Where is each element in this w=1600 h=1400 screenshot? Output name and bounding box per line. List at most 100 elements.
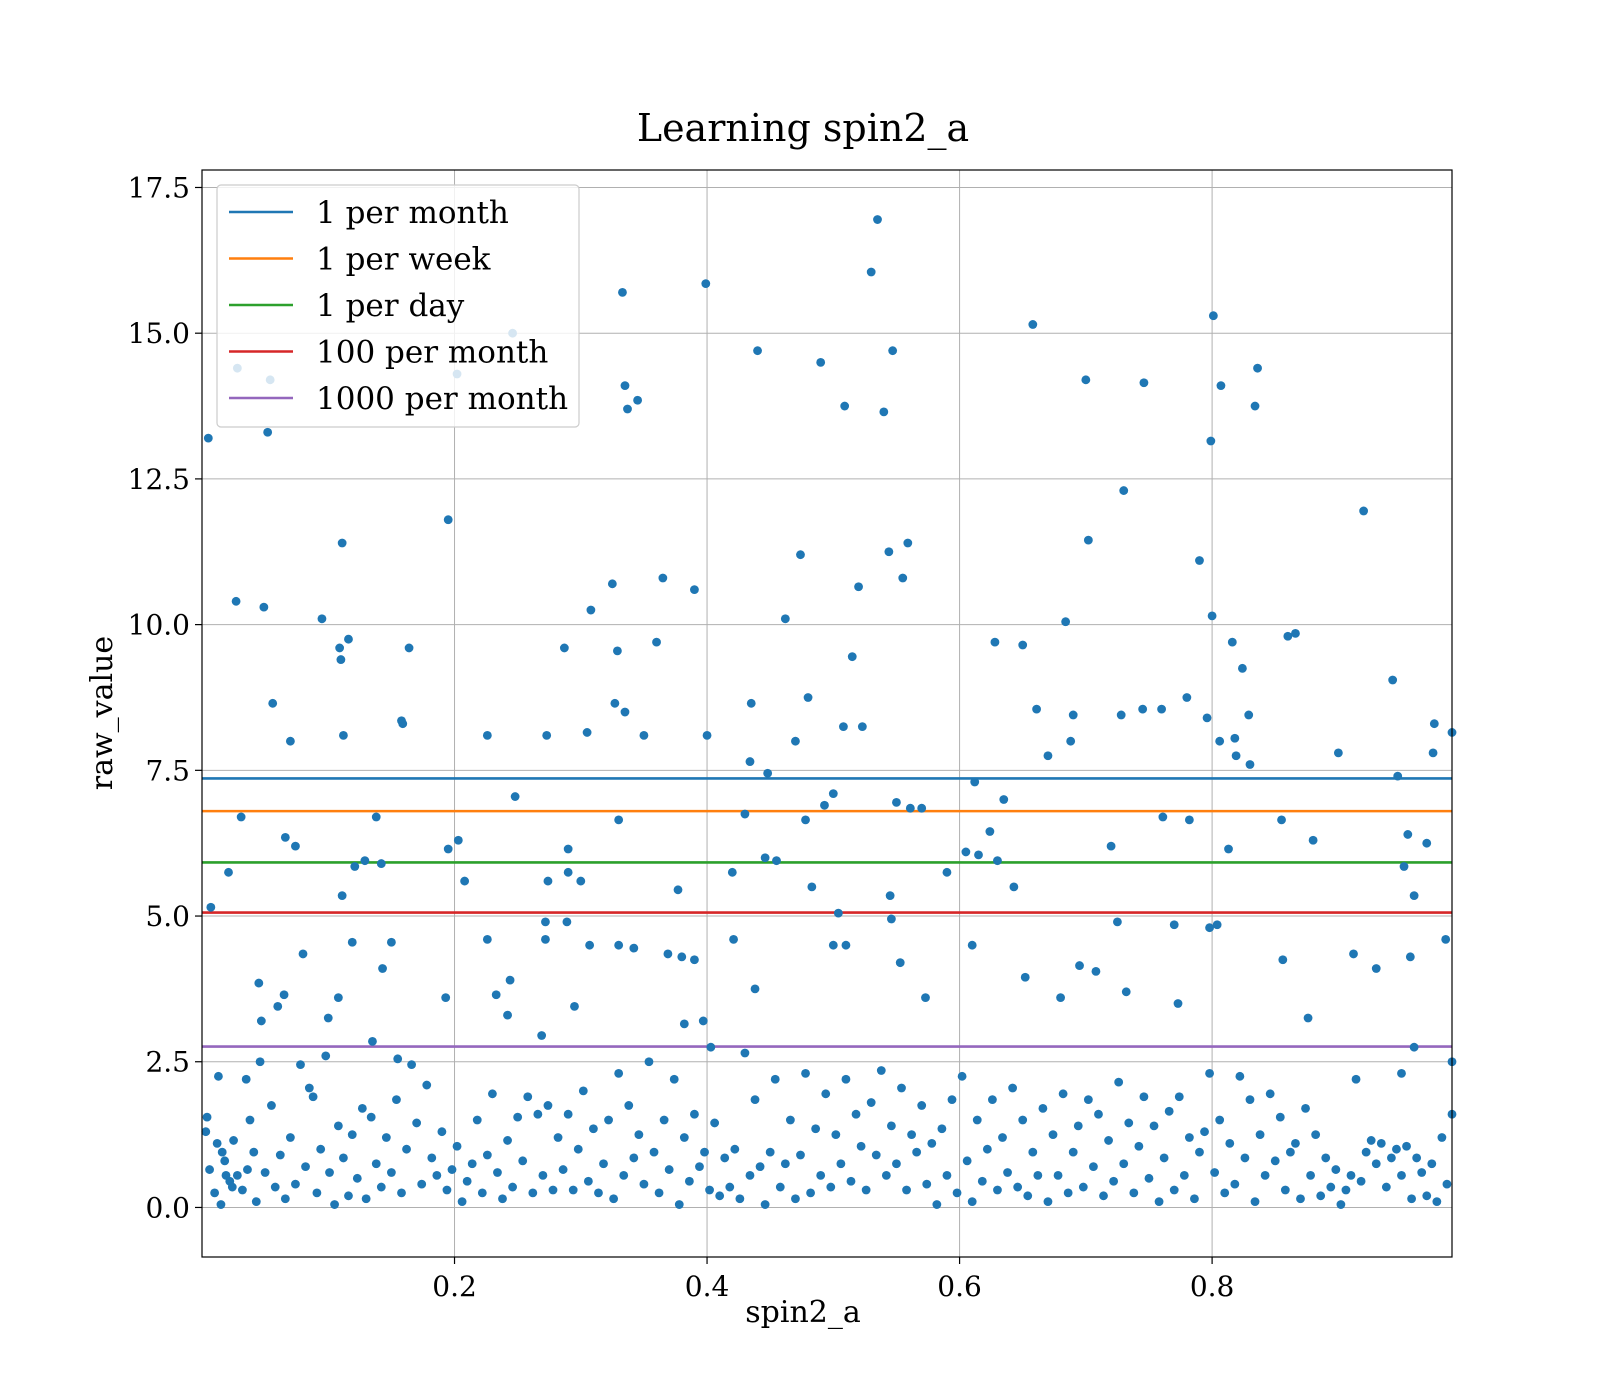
data-point <box>700 1147 709 1157</box>
data-point <box>249 1147 259 1157</box>
data-point <box>888 346 898 356</box>
data-point <box>513 1112 523 1122</box>
data-point <box>1159 1153 1169 1163</box>
data-point <box>674 1200 684 1209</box>
data-point <box>974 850 983 860</box>
data-point <box>993 1185 1002 1195</box>
data-point <box>1392 1144 1401 1154</box>
data-point <box>785 1115 795 1125</box>
data-point <box>1081 375 1091 385</box>
data-point <box>679 1019 689 1029</box>
data-point <box>381 1133 391 1142</box>
data-point <box>1402 1141 1411 1151</box>
data-point <box>1129 1188 1139 1198</box>
data-point <box>443 515 453 525</box>
chart-title: Learning spin2_a <box>637 106 969 151</box>
data-point <box>780 1159 790 1169</box>
data-point <box>690 955 699 965</box>
legend-label: 1 per day <box>316 288 465 324</box>
data-point <box>705 1185 714 1195</box>
data-point <box>417 1179 427 1189</box>
data-point <box>1422 1191 1432 1201</box>
data-point <box>639 1179 649 1189</box>
data-point <box>937 1124 947 1134</box>
data-point <box>1094 1109 1103 1119</box>
data-point <box>582 728 592 737</box>
data-point <box>491 990 501 1000</box>
data-point <box>357 1103 367 1113</box>
data-point <box>1200 1127 1209 1137</box>
data-point <box>1061 617 1071 627</box>
data-point <box>917 803 927 813</box>
data-point <box>1381 1182 1391 1192</box>
data-point <box>791 1194 800 1204</box>
x-tick-label: 0.2 <box>432 1270 477 1303</box>
data-point <box>376 859 386 868</box>
data-point <box>1089 1162 1098 1172</box>
data-point <box>1075 961 1084 970</box>
data-point <box>998 1133 1007 1142</box>
data-point <box>1216 381 1226 391</box>
data-point <box>1113 917 1122 927</box>
data-point <box>1043 1197 1053 1207</box>
data-point <box>977 1176 987 1186</box>
data-point <box>1326 1182 1336 1192</box>
data-point <box>669 1074 679 1084</box>
data-point <box>1119 1159 1129 1169</box>
x-axis-ticks: 0.2 0.4 0.6 0.8 <box>432 1257 1234 1303</box>
data-point <box>482 1150 492 1160</box>
data-point <box>275 1150 285 1160</box>
data-point <box>702 730 712 740</box>
data-point <box>1409 891 1419 901</box>
data-point <box>1308 835 1318 845</box>
data-points <box>201 215 1457 1209</box>
data-point <box>614 815 624 825</box>
data-point <box>1053 1171 1063 1180</box>
data-point <box>1083 535 1093 545</box>
data-point <box>1013 1182 1023 1192</box>
data-point <box>1114 1077 1124 1087</box>
data-point <box>227 1182 237 1192</box>
data-point <box>1253 363 1262 373</box>
data-point <box>957 1071 967 1081</box>
data-point <box>1349 949 1358 959</box>
data-point <box>673 885 683 895</box>
data-point <box>698 1016 708 1026</box>
data-point <box>1397 1069 1406 1078</box>
data-point <box>1442 1179 1452 1189</box>
data-point <box>695 1162 704 1172</box>
data-point <box>251 1197 261 1207</box>
data-point <box>828 940 838 950</box>
data-point <box>1403 830 1413 839</box>
data-point <box>1361 1147 1371 1157</box>
data-point <box>333 1121 343 1131</box>
data-point <box>905 803 915 813</box>
data-point <box>202 1112 212 1122</box>
data-point <box>1291 628 1300 638</box>
data-point <box>488 1089 497 1099</box>
data-point <box>397 1188 406 1198</box>
data-point <box>268 698 278 708</box>
data-point <box>543 876 553 886</box>
data-point <box>462 1176 472 1186</box>
data-point <box>1409 1042 1419 1052</box>
data-point <box>254 978 264 988</box>
data-point <box>323 1013 333 1023</box>
data-point <box>1207 611 1217 621</box>
data-point <box>221 1171 231 1180</box>
data-point <box>460 876 470 886</box>
data-point <box>876 1066 886 1075</box>
data-point <box>508 1182 518 1192</box>
data-point <box>398 719 408 729</box>
data-point <box>291 841 300 851</box>
data-point <box>1205 923 1214 933</box>
data-point <box>336 655 346 664</box>
data-point <box>1399 862 1409 871</box>
data-point <box>1106 841 1116 851</box>
data-point <box>1245 1095 1255 1105</box>
data-point <box>1224 844 1233 854</box>
data-point <box>576 876 586 886</box>
data-point <box>238 1185 247 1195</box>
data-point <box>1149 1121 1159 1131</box>
